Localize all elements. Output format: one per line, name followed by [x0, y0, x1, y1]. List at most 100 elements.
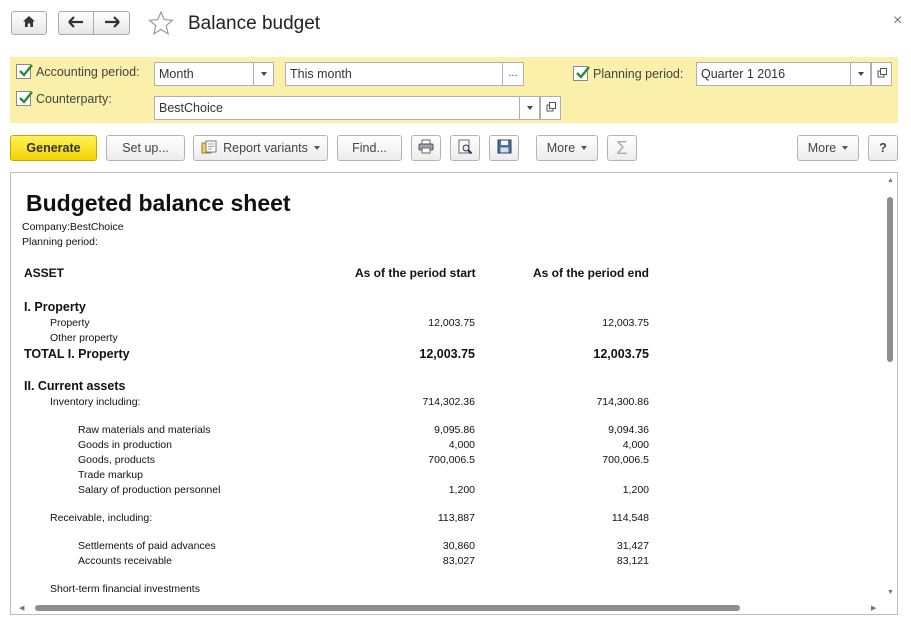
counterparty-checkbox[interactable]: [16, 91, 33, 106]
chevron-down-icon: [526, 106, 533, 110]
help-button[interactable]: ?: [868, 135, 898, 161]
page-title: Balance budget: [188, 13, 321, 34]
save-button[interactable]: [489, 135, 519, 161]
chevron-down-icon: [260, 72, 267, 76]
row-label: Goods, products: [78, 454, 156, 466]
row-end-value: 1,200: [622, 484, 649, 496]
row-label: Settlements of paid advances: [78, 540, 216, 552]
report-variants-icon: [201, 140, 217, 157]
open-icon: [877, 67, 887, 81]
row-label: Salary of production personnel: [78, 484, 221, 496]
column-header-end: As of the period end: [532, 266, 649, 280]
setup-button[interactable]: Set up...: [106, 135, 185, 161]
find-button[interactable]: Find...: [337, 135, 402, 161]
arrow-left-icon: [68, 15, 84, 31]
row-start-value: 30,860: [442, 540, 475, 552]
planning-period-label: Planning period:: [593, 67, 684, 81]
row-end-value: 700,006.5: [602, 454, 649, 466]
row-label: Inventory including:: [50, 396, 141, 408]
forward-button[interactable]: [93, 11, 130, 35]
open-icon: [546, 101, 556, 115]
row-end-value: 4,000: [622, 439, 649, 451]
row-label: Trade markup: [78, 469, 143, 481]
sum-button[interactable]: Σ: [607, 135, 637, 161]
row-start-value: 714,302.36: [422, 396, 475, 408]
vertical-scrollbar[interactable]: [887, 197, 893, 362]
report-variants-label: Report variants: [223, 141, 308, 155]
accounting-period-label: Accounting period:: [36, 65, 140, 79]
row-end-value: 12,003.75: [602, 317, 649, 329]
home-icon: [22, 15, 36, 31]
row-label: Short-term financial investments: [50, 583, 200, 595]
column-header-item: ASSET: [24, 266, 65, 280]
report-document[interactable]: Budgeted balance sheet Company:BestChoic…: [10, 172, 898, 615]
preview-button[interactable]: [450, 135, 480, 161]
row-start-value: 1,200: [448, 484, 475, 496]
back-button[interactable]: [58, 11, 94, 35]
scroll-left-arrow-icon[interactable]: ◀: [19, 605, 25, 612]
row-end-value: 31,427: [616, 540, 649, 552]
more-menu-label: More: [807, 141, 837, 155]
row-label: Other property: [50, 332, 118, 344]
section-title: II. Current assets: [24, 379, 126, 393]
chevron-down-icon: [842, 146, 849, 150]
row-start-value: 83,027: [442, 555, 475, 567]
planning-period-dropdown-button[interactable]: [850, 62, 871, 86]
arrow-right-icon: [104, 15, 120, 31]
save-icon: [497, 139, 512, 157]
report-title: Budgeted balance sheet: [26, 190, 291, 216]
row-start-value: 12,003.75: [428, 317, 475, 329]
row-end-value: 114,548: [611, 512, 649, 524]
total-end-value: 12,003.75: [593, 347, 649, 361]
print-icon: [418, 139, 434, 157]
title-bar: Balance budget ×: [0, 0, 911, 50]
counterparty-field[interactable]: BestChoice: [154, 96, 520, 120]
planning-period-open-button[interactable]: [871, 62, 892, 86]
counterparty-dropdown-button[interactable]: [519, 96, 540, 120]
chevron-down-icon: [581, 146, 588, 150]
row-label: Accounts receivable: [78, 555, 172, 567]
report-company: Company:BestChoice: [22, 221, 124, 233]
more-actions-label: More: [546, 141, 576, 155]
report-variants-button[interactable]: Report variants: [193, 135, 328, 161]
row-label: Raw materials and materials: [78, 424, 211, 436]
total-start-value: 12,003.75: [419, 347, 475, 361]
period-type-select[interactable]: Month: [154, 62, 254, 86]
period-type-dropdown-button[interactable]: [253, 62, 274, 86]
chevron-down-icon: [313, 146, 320, 150]
row-start-value: 113,887: [437, 512, 475, 524]
planning-period-checkbox[interactable]: [573, 66, 590, 81]
section-title: I. Property: [24, 300, 86, 314]
row-end-value: 714,300.86: [596, 396, 649, 408]
row-end-value: 83,121: [616, 555, 649, 567]
planning-period-field[interactable]: Quarter 1 2016: [696, 62, 851, 86]
row-start-value: 4,000: [448, 439, 475, 451]
report-planning-period: Planning period:: [22, 236, 98, 248]
more-actions-button[interactable]: More: [536, 135, 598, 161]
column-header-start: As of the period start: [355, 266, 476, 280]
home-button[interactable]: [11, 11, 47, 35]
counterparty-open-button[interactable]: [540, 96, 561, 120]
period-select-button[interactable]: ...: [502, 62, 524, 86]
row-start-value: 9,095.86: [434, 424, 475, 436]
scroll-down-arrow-icon[interactable]: ▼: [887, 589, 894, 596]
preview-icon: [457, 139, 473, 158]
chevron-down-icon: [857, 72, 864, 76]
row-label: Property: [50, 317, 90, 329]
favorite-star-icon[interactable]: [148, 10, 174, 36]
generate-button[interactable]: Generate: [10, 135, 97, 161]
scroll-right-arrow-icon[interactable]: ▶: [871, 605, 877, 612]
row-start-value: 700,006.5: [428, 454, 475, 466]
accounting-period-checkbox[interactable]: [16, 64, 33, 79]
row-label: Receivable, including:: [50, 512, 153, 524]
horizontal-scrollbar[interactable]: [35, 605, 740, 611]
period-value-field[interactable]: This month: [285, 62, 503, 86]
total-label: TOTAL I. Property: [24, 347, 130, 361]
scroll-up-arrow-icon[interactable]: ▲: [887, 177, 894, 184]
print-button[interactable]: [411, 135, 441, 161]
filter-panel: Accounting period: Month This month ... …: [10, 57, 898, 123]
row-end-value: 9,094.36: [608, 424, 649, 436]
more-menu-button[interactable]: More: [797, 135, 859, 161]
close-icon[interactable]: ×: [893, 12, 903, 29]
counterparty-label: Counterparty:: [36, 92, 112, 106]
